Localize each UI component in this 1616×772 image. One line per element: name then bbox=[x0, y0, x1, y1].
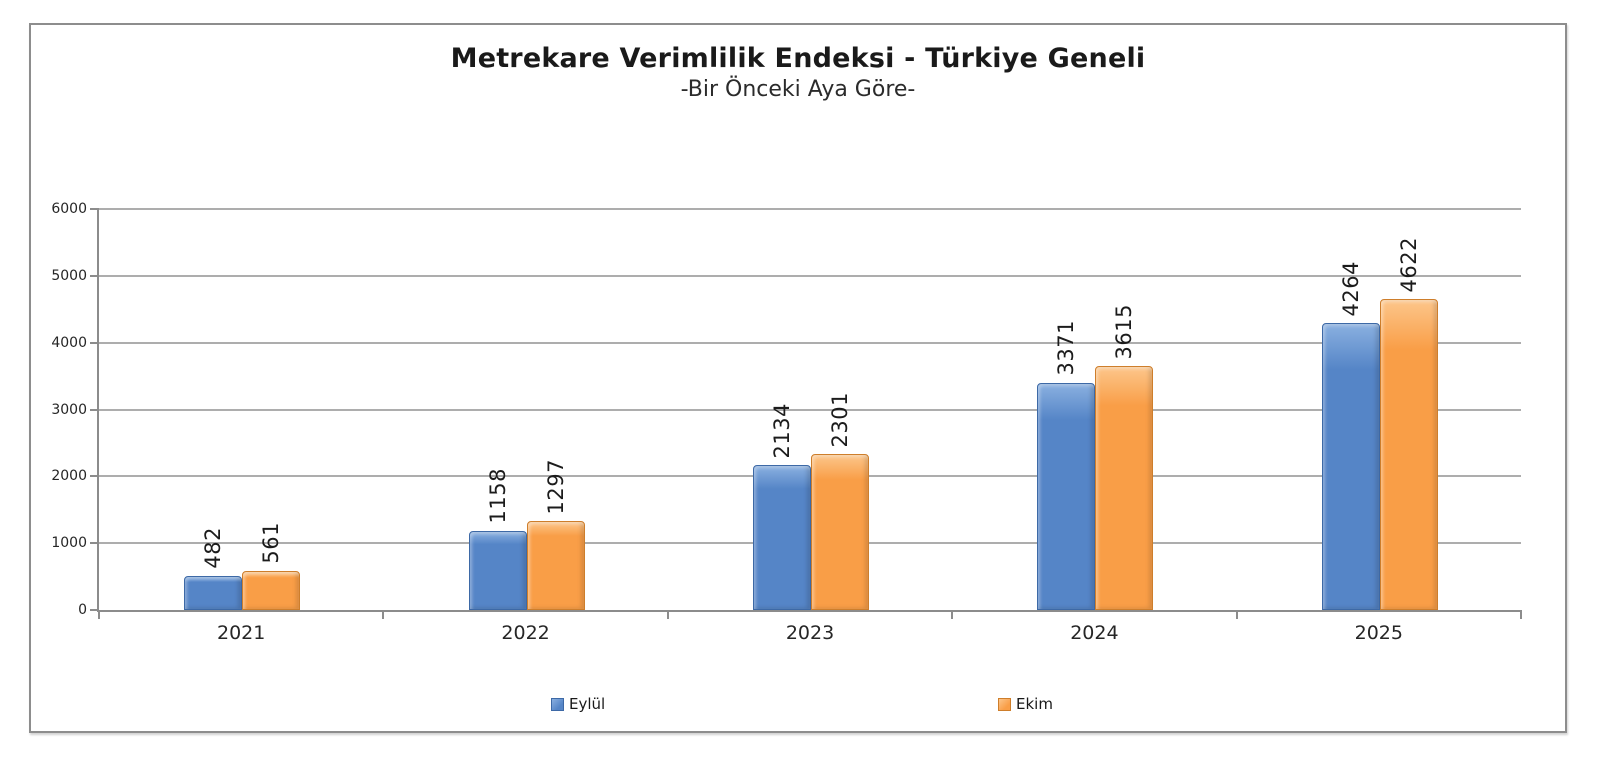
bar-ekim-2024 bbox=[1095, 366, 1154, 610]
bar-eylül-2025 bbox=[1321, 323, 1380, 610]
x-axis-label-2022: 2022 bbox=[501, 622, 550, 644]
y-axis-tick bbox=[90, 274, 99, 277]
y-axis-tick bbox=[90, 475, 99, 478]
x-axis-label-2025: 2025 bbox=[1354, 622, 1403, 644]
bar-value-text: 4264 bbox=[1338, 260, 1363, 317]
y-axis-tick-label: 3000 bbox=[51, 401, 87, 418]
legend-swatch-icon bbox=[998, 697, 1011, 711]
bar-ekim-2025 bbox=[1379, 299, 1438, 610]
bar-value-label: 1158 bbox=[486, 468, 510, 523]
title-block: Metrekare Verimlilik Endeksi - Türkiye G… bbox=[31, 43, 1565, 102]
chart-subtitle: -Bir Önceki Aya Göre- bbox=[680, 77, 916, 102]
y-axis-tick bbox=[90, 208, 99, 210]
bar-value-label: 3371 bbox=[1054, 320, 1078, 375]
bar-eylül-2023 bbox=[753, 465, 811, 610]
gridline bbox=[99, 408, 1521, 411]
x-axis-label-2023: 2023 bbox=[785, 622, 835, 644]
bar-value-text: 1297 bbox=[543, 458, 568, 515]
x-axis-tick bbox=[951, 610, 954, 619]
x-axis-label-2024: 2024 bbox=[1070, 622, 1119, 644]
bar-value-label: 482 bbox=[201, 527, 225, 569]
y-axis-tick bbox=[90, 542, 99, 545]
y-axis-tick-label: 2000 bbox=[51, 468, 87, 485]
bar-value-text: 2301 bbox=[828, 391, 852, 448]
y-axis-tick-label: 6000 bbox=[51, 201, 87, 217]
legend-label: Ekim bbox=[1016, 695, 1053, 713]
bar-value-text: 4622 bbox=[1396, 236, 1421, 293]
y-axis-tick bbox=[90, 408, 99, 411]
bar-value-text: 561 bbox=[259, 521, 284, 564]
bar-value-text: 482 bbox=[201, 527, 226, 569]
bar-value-text: 3615 bbox=[1112, 303, 1137, 360]
bar-value-label: 1297 bbox=[544, 459, 568, 514]
legend-item-ekim: Ekim bbox=[998, 695, 1053, 713]
legend-label: Eylül bbox=[569, 695, 606, 713]
bar-value-text: 3371 bbox=[1054, 320, 1079, 376]
bar-value-label: 3615 bbox=[1112, 304, 1136, 359]
bar-value-label: 4622 bbox=[1397, 237, 1421, 292]
y-axis-tick-label: 1000 bbox=[51, 535, 87, 552]
bar-ekim-2022 bbox=[526, 521, 585, 610]
chart-frame: Metrekare Verimlilik Endeksi - Türkiye G… bbox=[29, 23, 1567, 733]
gridline bbox=[99, 341, 1521, 344]
y-axis-tick-label: 5000 bbox=[51, 267, 87, 284]
x-axis-tick bbox=[1520, 610, 1522, 619]
x-axis-tick bbox=[666, 610, 669, 619]
bar-eylül-2021 bbox=[184, 575, 243, 610]
y-axis-tick bbox=[90, 341, 99, 344]
bar-eylül-2024 bbox=[1037, 382, 1096, 610]
gridline bbox=[99, 274, 1521, 277]
bar-value-text: 1158 bbox=[485, 468, 510, 524]
bar-eylül-2022 bbox=[468, 530, 527, 610]
y-axis-tick bbox=[90, 609, 99, 611]
y-axis-tick-label: 4000 bbox=[51, 334, 87, 351]
y-axis-tick-label: 0 bbox=[78, 602, 87, 618]
x-axis-tick bbox=[98, 610, 100, 619]
legend-item-eylül: Eylül bbox=[551, 695, 606, 713]
x-axis-label-2021: 2021 bbox=[217, 622, 266, 644]
x-axis-tick bbox=[382, 610, 385, 619]
bar-value-label: 2134 bbox=[770, 403, 794, 458]
bar-value-label: 2301 bbox=[828, 392, 852, 447]
bar-value-label: 4264 bbox=[1339, 261, 1363, 316]
gridline bbox=[99, 208, 1521, 210]
x-axis-tick bbox=[1235, 610, 1238, 619]
bar-ekim-2023 bbox=[811, 454, 869, 610]
bar-value-text: 2134 bbox=[770, 402, 794, 459]
legend-swatch-icon bbox=[551, 697, 564, 711]
plot-area: 0 1000 2000 3000 4000 5000 6000 482 561 2021 1158 1… bbox=[51, 202, 1522, 644]
chart-title: Metrekare Verimlilik Endeksi - Türkiye G… bbox=[450, 43, 1146, 74]
bar-ekim-2021 bbox=[242, 570, 301, 610]
bar-value-label: 561 bbox=[259, 522, 283, 564]
